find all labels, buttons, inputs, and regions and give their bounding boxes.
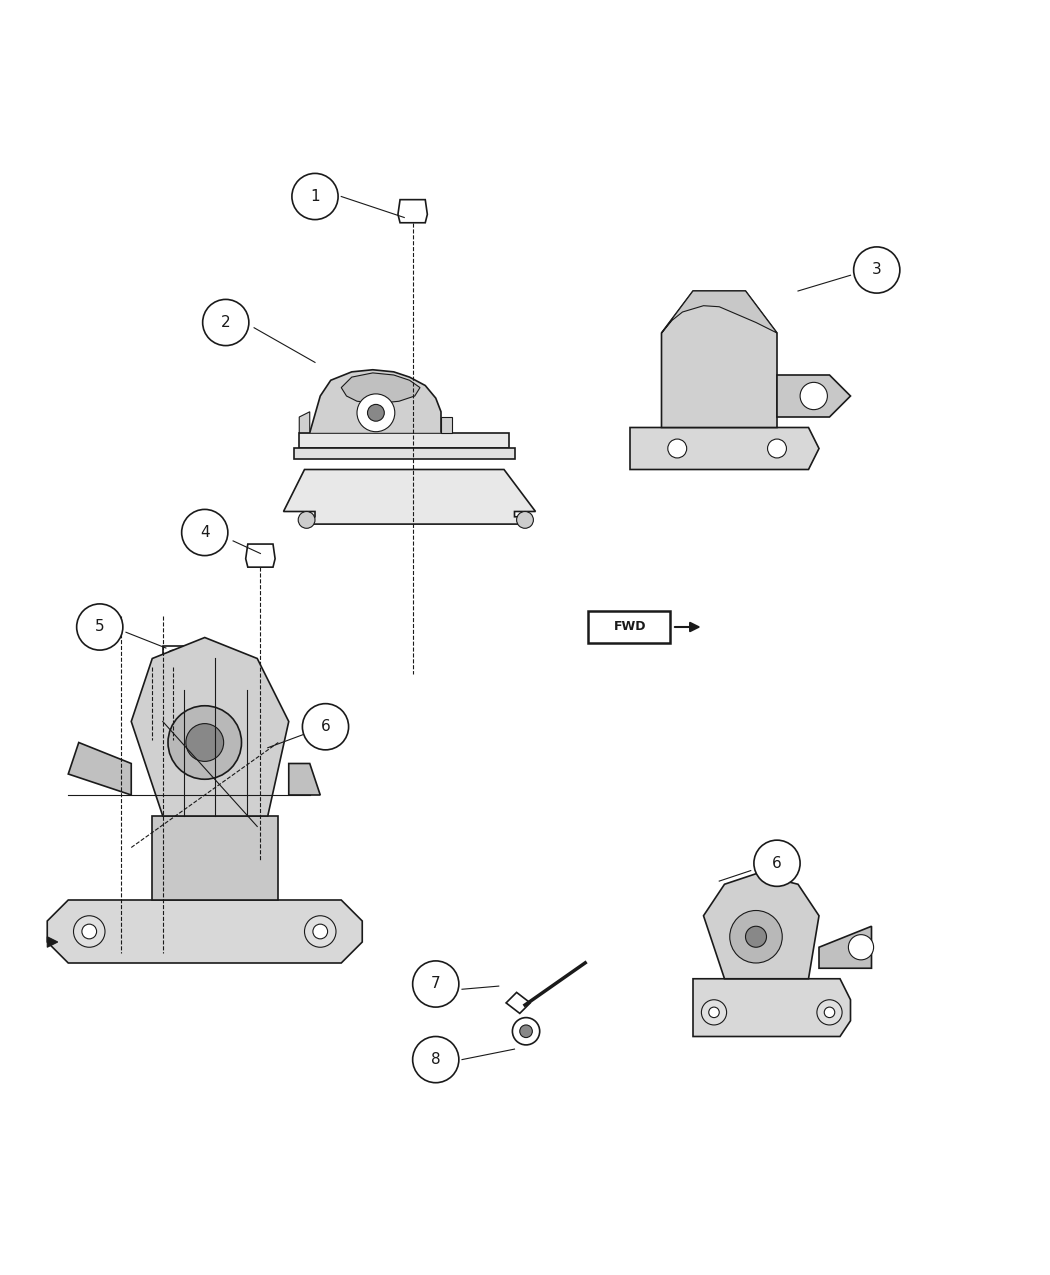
Polygon shape <box>341 372 420 403</box>
Polygon shape <box>704 873 819 979</box>
Circle shape <box>512 1017 540 1046</box>
Circle shape <box>709 1007 719 1017</box>
Circle shape <box>746 926 766 947</box>
Text: FWD: FWD <box>614 621 646 634</box>
Circle shape <box>82 924 97 938</box>
Circle shape <box>800 382 827 409</box>
Polygon shape <box>310 370 441 432</box>
Polygon shape <box>662 291 777 427</box>
Text: 1: 1 <box>310 189 320 204</box>
Circle shape <box>357 394 395 432</box>
Circle shape <box>413 1037 459 1082</box>
Circle shape <box>182 510 228 556</box>
Circle shape <box>304 915 336 947</box>
Polygon shape <box>299 412 310 432</box>
Circle shape <box>413 961 459 1007</box>
Polygon shape <box>163 646 184 667</box>
Circle shape <box>520 1025 532 1038</box>
Circle shape <box>186 724 224 761</box>
Text: 4: 4 <box>200 525 210 541</box>
Polygon shape <box>294 449 514 459</box>
Polygon shape <box>819 926 871 968</box>
Circle shape <box>302 704 349 750</box>
Polygon shape <box>246 544 275 567</box>
Circle shape <box>292 173 338 219</box>
Circle shape <box>730 910 782 963</box>
Circle shape <box>313 924 328 938</box>
Polygon shape <box>299 432 509 449</box>
Circle shape <box>668 439 687 458</box>
Circle shape <box>854 247 900 293</box>
Circle shape <box>754 840 800 886</box>
Text: 8: 8 <box>430 1052 441 1067</box>
Circle shape <box>203 300 249 346</box>
Polygon shape <box>131 638 289 816</box>
Polygon shape <box>68 742 131 796</box>
Circle shape <box>168 706 242 779</box>
Polygon shape <box>47 900 362 963</box>
Circle shape <box>368 404 384 421</box>
Polygon shape <box>777 375 851 417</box>
Text: 7: 7 <box>430 977 441 992</box>
Circle shape <box>848 935 874 960</box>
Text: 6: 6 <box>320 719 331 734</box>
Circle shape <box>74 915 105 947</box>
Circle shape <box>167 650 180 663</box>
Circle shape <box>701 1000 727 1025</box>
Circle shape <box>817 1000 842 1025</box>
Polygon shape <box>47 937 58 947</box>
Text: 5: 5 <box>94 620 105 635</box>
Polygon shape <box>630 427 819 469</box>
Circle shape <box>768 439 786 458</box>
Polygon shape <box>284 469 536 524</box>
Polygon shape <box>662 291 777 333</box>
Circle shape <box>517 511 533 528</box>
Polygon shape <box>152 816 278 900</box>
Polygon shape <box>441 417 452 432</box>
Polygon shape <box>693 979 850 1037</box>
FancyBboxPatch shape <box>588 611 670 643</box>
Text: 3: 3 <box>872 263 882 278</box>
Polygon shape <box>289 764 320 796</box>
Circle shape <box>824 1007 835 1017</box>
Text: 2: 2 <box>220 315 231 330</box>
Polygon shape <box>398 200 427 223</box>
Circle shape <box>298 511 315 528</box>
Polygon shape <box>506 992 530 1014</box>
Circle shape <box>77 604 123 650</box>
Text: 6: 6 <box>772 856 782 871</box>
